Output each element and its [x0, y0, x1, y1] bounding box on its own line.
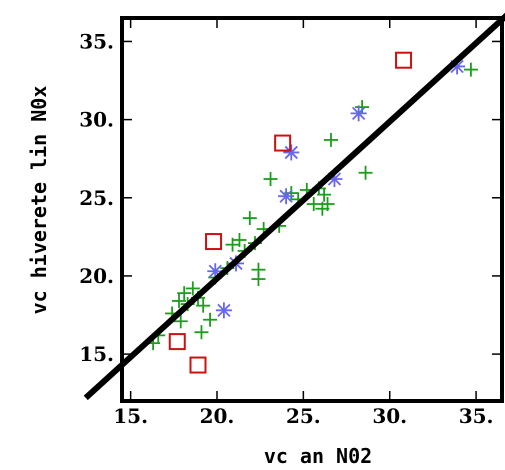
tick-label-layer: 15. 20. 25. 30. 35. 15. 20. 25. 30. 35.: [79, 29, 493, 428]
x-tick-label: 30.: [372, 404, 407, 428]
y-axis-label: vc hiverete lin N0x: [27, 86, 51, 315]
plus-point: [358, 165, 373, 180]
square-point: [395, 51, 413, 69]
square-point: [189, 356, 207, 374]
x-tick-label: 15.: [113, 404, 148, 428]
plus-point: [203, 312, 218, 327]
plus-point: [355, 100, 370, 115]
plus-point: [263, 172, 278, 187]
plot-frame: [120, 16, 504, 403]
regression-line: [83, 12, 505, 401]
plus-point: [317, 187, 332, 202]
plus-point: [324, 132, 338, 147]
plus-point: [463, 62, 478, 77]
y-tick-label: 25.: [79, 186, 114, 210]
points-layer: [146, 51, 478, 374]
plot-frame-layer: [120, 16, 504, 403]
plus-point: [173, 314, 188, 329]
plus-point: [320, 197, 335, 212]
asterisk-point: [350, 105, 367, 122]
plus-point: [194, 325, 209, 340]
x-axis-label: vc an N02: [264, 444, 372, 468]
plus-point: [196, 298, 211, 313]
square-point: [205, 233, 223, 251]
plus-point: [177, 286, 192, 301]
plus-point: [306, 197, 321, 212]
asterisk-point: [278, 188, 295, 205]
plus-point: [242, 211, 257, 226]
plus-point: [232, 232, 247, 247]
plus-point: [172, 293, 186, 308]
asterisk-point: [215, 302, 232, 319]
x-tick-label: 25.: [286, 404, 321, 428]
y-tick-label: 30.: [79, 108, 114, 132]
plus-point: [185, 281, 200, 296]
square-point: [168, 333, 186, 351]
y-tick-label: 15.: [79, 342, 114, 366]
regression-line-layer: [83, 12, 505, 401]
y-tick-label: 20.: [79, 264, 114, 288]
tick-layer: [122, 18, 502, 401]
asterisk-point: [283, 144, 300, 161]
y-tick-label: 35.: [79, 29, 114, 53]
plus-point: [251, 272, 266, 287]
x-tick-label: 20.: [200, 404, 235, 428]
x-tick-label: 35.: [459, 404, 494, 428]
square-point: [274, 134, 292, 152]
